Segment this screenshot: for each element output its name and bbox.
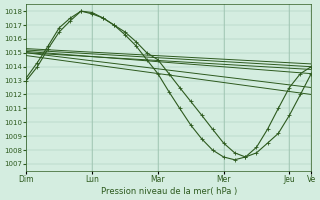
- X-axis label: Pression niveau de la mer( hPa ): Pression niveau de la mer( hPa ): [101, 187, 237, 196]
